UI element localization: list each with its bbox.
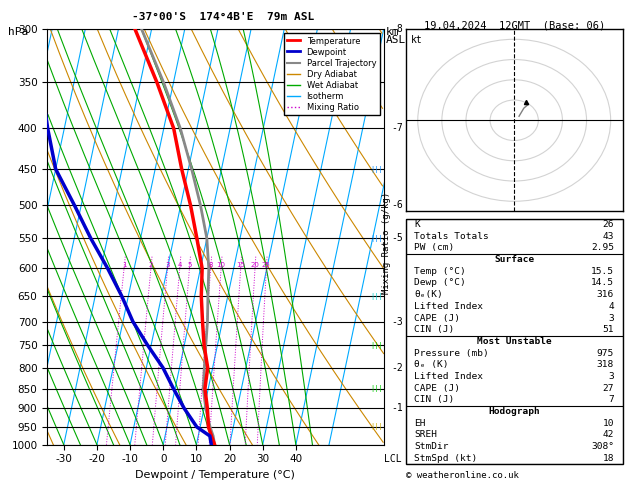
Text: 316: 316 xyxy=(597,290,614,299)
Text: 10: 10 xyxy=(216,262,226,268)
Text: Most Unstable: Most Unstable xyxy=(477,337,552,346)
Text: Totals Totals: Totals Totals xyxy=(415,232,489,241)
FancyBboxPatch shape xyxy=(406,219,623,464)
Text: 51: 51 xyxy=(603,325,614,334)
Text: 3: 3 xyxy=(608,313,614,323)
Text: CAPE (J): CAPE (J) xyxy=(415,313,460,323)
Text: θₑ (K): θₑ (K) xyxy=(415,360,449,369)
Text: SREH: SREH xyxy=(415,431,437,439)
Text: StmSpd (kt): StmSpd (kt) xyxy=(415,454,477,463)
Text: 8: 8 xyxy=(208,262,213,268)
Text: 318: 318 xyxy=(597,360,614,369)
Text: -8: -8 xyxy=(391,24,403,34)
Text: CIN (J): CIN (J) xyxy=(415,325,455,334)
Text: |||: ||| xyxy=(370,166,383,173)
Text: 3: 3 xyxy=(165,262,170,268)
Text: 2: 2 xyxy=(148,262,153,268)
Text: CIN (J): CIN (J) xyxy=(415,395,455,404)
Text: ASL: ASL xyxy=(386,35,406,46)
Text: -1: -1 xyxy=(391,403,403,413)
Text: Mixing Ratio (g/kg): Mixing Ratio (g/kg) xyxy=(382,192,391,294)
Text: 1: 1 xyxy=(122,262,126,268)
Text: LCL: LCL xyxy=(384,454,401,464)
X-axis label: Dewpoint / Temperature (°C): Dewpoint / Temperature (°C) xyxy=(135,470,296,480)
Text: CAPE (J): CAPE (J) xyxy=(415,383,460,393)
Text: 7: 7 xyxy=(608,395,614,404)
Text: 26: 26 xyxy=(603,220,614,229)
Text: hPa: hPa xyxy=(8,27,28,37)
Text: Lifted Index: Lifted Index xyxy=(415,372,483,381)
Text: 42: 42 xyxy=(603,431,614,439)
Text: Temp (°C): Temp (°C) xyxy=(415,267,466,276)
Text: 4: 4 xyxy=(177,262,182,268)
Text: Hodograph: Hodograph xyxy=(488,407,540,416)
Text: 15: 15 xyxy=(237,262,245,268)
Text: PW (cm): PW (cm) xyxy=(415,243,455,252)
Text: km: km xyxy=(386,27,399,37)
Text: 19.04.2024  12GMT  (Base: 06): 19.04.2024 12GMT (Base: 06) xyxy=(424,20,605,31)
Text: |||: ||| xyxy=(370,385,383,392)
Text: 43: 43 xyxy=(603,232,614,241)
Text: 5: 5 xyxy=(187,262,192,268)
Text: 10: 10 xyxy=(603,419,614,428)
Text: -3: -3 xyxy=(391,316,403,327)
Text: Dewp (°C): Dewp (°C) xyxy=(415,278,466,288)
Text: θₑ(K): θₑ(K) xyxy=(415,290,443,299)
Text: 2.95: 2.95 xyxy=(591,243,614,252)
Text: -2: -2 xyxy=(391,363,403,373)
Text: © weatheronline.co.uk: © weatheronline.co.uk xyxy=(406,471,518,480)
Text: 308°: 308° xyxy=(591,442,614,451)
Text: Pressure (mb): Pressure (mb) xyxy=(415,348,489,358)
Text: K: K xyxy=(415,220,420,229)
Text: 975: 975 xyxy=(597,348,614,358)
Text: -5: -5 xyxy=(391,233,403,243)
Text: StmDir: StmDir xyxy=(415,442,449,451)
Text: |||: ||| xyxy=(370,293,383,299)
Text: Lifted Index: Lifted Index xyxy=(415,302,483,311)
Text: 14.5: 14.5 xyxy=(591,278,614,288)
Text: -37°00'S  174°4B'E  79m ASL: -37°00'S 174°4B'E 79m ASL xyxy=(132,12,314,22)
Text: 3: 3 xyxy=(608,372,614,381)
Text: 25: 25 xyxy=(262,262,270,268)
Text: 27: 27 xyxy=(603,383,614,393)
Text: Surface: Surface xyxy=(494,255,534,264)
Text: -7: -7 xyxy=(391,123,403,134)
Text: 18: 18 xyxy=(603,454,614,463)
Text: 15.5: 15.5 xyxy=(591,267,614,276)
Text: |||: ||| xyxy=(370,235,383,242)
Text: |||: ||| xyxy=(370,342,383,349)
Text: EH: EH xyxy=(415,419,426,428)
Text: -6: -6 xyxy=(391,200,403,210)
Text: kt: kt xyxy=(411,35,422,45)
Text: |||: ||| xyxy=(370,423,383,431)
Legend: Temperature, Dewpoint, Parcel Trajectory, Dry Adiabat, Wet Adiabat, Isotherm, Mi: Temperature, Dewpoint, Parcel Trajectory… xyxy=(284,34,379,116)
Text: 4: 4 xyxy=(608,302,614,311)
Text: 20: 20 xyxy=(250,262,259,268)
